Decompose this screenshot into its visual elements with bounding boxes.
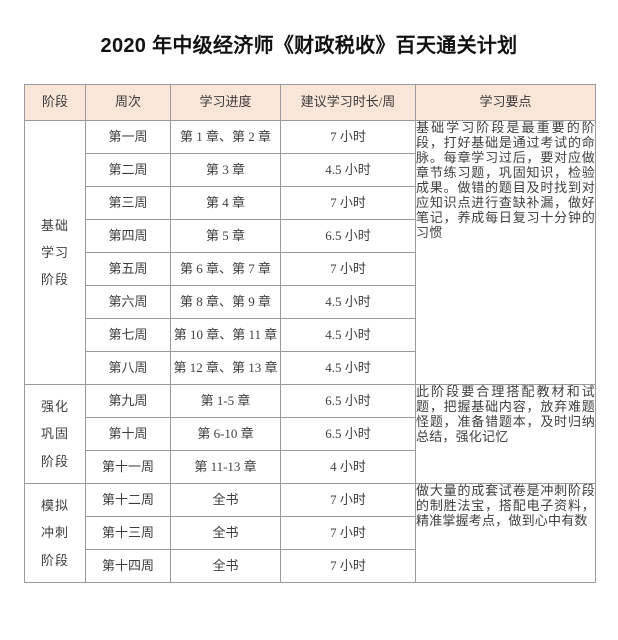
page-title: 2020 年中级经济师《财政税收》百天通关计划 [100, 35, 518, 58]
progress-cell: 第 3 章 [170, 153, 281, 187]
progress-cell: 第 4 章 [170, 186, 281, 220]
week-cell: 第三周 [85, 186, 171, 220]
stage-label-line: 巩固 [40, 426, 69, 442]
week-cell: 第六周 [85, 285, 171, 319]
week-cell: 第十二周 [85, 483, 171, 517]
week-cell: 第五周 [85, 252, 171, 286]
hours-cell: 4.5 小时 [280, 318, 416, 352]
stage-label-line: 学习 [40, 244, 69, 260]
progress-cell: 第 10 章、第 11 章 [170, 318, 281, 352]
column-header-stage: 阶段 [24, 84, 86, 121]
points-text: 此阶段要合理搭配教材和试题，把握基础内容，放弃难题怪题，准备错题本，及时归纳总结… [416, 384, 595, 444]
hours-cell: 7 小时 [280, 120, 416, 154]
table-row: 第五周 第 6 章、第 7 章 7 小时 [25, 252, 596, 286]
hours-cell: 7 小时 [280, 483, 416, 517]
progress-cell: 全书 [170, 516, 281, 550]
hours-cell: 6.5 小时 [280, 219, 416, 253]
week-cell: 第十一周 [85, 450, 171, 484]
week-cell: 第十周 [85, 417, 171, 451]
table-row: 强化 巩固 阶段 第九周 第 1-5 章 6.5 小时 此阶段要合理搭配教材和试… [24, 384, 596, 484]
hours-cell: 7 小时 [280, 516, 416, 550]
table-row: 第七周 第 10 章、第 11 章 4.5 小时 [25, 318, 596, 352]
column-header-hours: 建议学习时长/周 [280, 84, 416, 121]
table-body: 基础 学习 阶段 第一周 第 1 章、第 2 章 7 小时 基础学习阶段是最重要… [24, 120, 596, 583]
progress-cell: 第 5 章 [170, 219, 281, 253]
hours-cell: 7 小时 [280, 252, 416, 286]
table-row: 第十四周 全书 7 小时 [25, 549, 596, 583]
week-cell: 第一周 [85, 120, 171, 154]
column-header-week: 周次 [85, 84, 171, 121]
stage-cell-phase-1: 基础 学习 阶段 [24, 120, 86, 385]
table-row: 第六周 第 8 章、第 9 章 4.5 小时 [25, 285, 596, 319]
week-cell: 第二周 [85, 153, 171, 187]
table-row: 第四周 第 5 章 6.5 小时 [25, 219, 596, 253]
table-row: 第八周 第 12 章、第 13 章 4.5 小时 [25, 351, 596, 385]
stage-cell-phase-3: 模拟 冲刺 阶段 [24, 483, 86, 583]
hours-cell: 7 小时 [280, 549, 416, 583]
stage-label-line: 模拟 [40, 498, 69, 514]
progress-cell: 第 12 章、第 13 章 [170, 351, 281, 385]
progress-cell: 第 1 章、第 2 章 [170, 120, 281, 154]
points-text: 做大量的成套试卷是冲刺阶段的制胜法宝，搭配电子资料，精准掌握考点，做到心中有数 [416, 483, 595, 528]
progress-cell: 第 6 章、第 7 章 [170, 252, 281, 286]
progress-cell: 第 11-13 章 [170, 450, 281, 484]
hours-cell: 6.5 小时 [280, 417, 416, 451]
hours-cell: 6.5 小时 [280, 384, 416, 418]
hours-cell: 4.5 小时 [280, 153, 416, 187]
column-header-progress: 学习进度 [170, 84, 281, 121]
progress-cell: 全书 [170, 549, 281, 583]
points-cell-phase-2: 此阶段要合理搭配教材和试题，把握基础内容，放弃难题怪题，准备错题本，及时归纳总结… [415, 384, 596, 484]
week-cell: 第九周 [85, 384, 171, 418]
table-row: 基础 学习 阶段 第一周 第 1 章、第 2 章 7 小时 基础学习阶段是最重要… [24, 120, 596, 385]
week-cell: 第四周 [85, 219, 171, 253]
stage-label-line: 阶段 [40, 272, 69, 288]
progress-cell: 全书 [170, 483, 281, 517]
stage-label-line: 强化 [40, 399, 69, 415]
hours-cell: 4.5 小时 [280, 351, 416, 385]
week-cell: 第七周 [85, 318, 171, 352]
points-cell-phase-1: 基础学习阶段是最重要的阶段，打好基础是通过考试的命脉。每章学习过后，要对应做章节… [415, 120, 596, 385]
table-header-row: 阶段 周次 学习进度 建议学习时长/周 学习要点 [24, 84, 596, 121]
stage-label-line: 阶段 [40, 552, 69, 568]
progress-cell: 第 6-10 章 [170, 417, 281, 451]
stage-label-line: 冲刺 [40, 525, 69, 541]
points-cell-phase-3: 做大量的成套试卷是冲刺阶段的制胜法宝，搭配电子资料，精准掌握考点，做到心中有数 [415, 483, 596, 583]
study-plan-table: 阶段 周次 学习进度 建议学习时长/周 学习要点 基础 学习 阶段 第一周 第 … [24, 84, 596, 583]
column-header-points: 学习要点 [415, 84, 596, 121]
table-row: 模拟 冲刺 阶段 第十二周 全书 7 小时 做大量的成套试卷是冲刺阶段的制胜法宝… [24, 483, 596, 583]
week-cell: 第八周 [85, 351, 171, 385]
stage-cell-phase-2: 强化 巩固 阶段 [24, 384, 86, 484]
week-cell: 第十四周 [85, 549, 171, 583]
hours-cell: 4.5 小时 [280, 285, 416, 319]
week-cell: 第十三周 [85, 516, 171, 550]
progress-cell: 第 8 章、第 9 章 [170, 285, 281, 319]
stage-label-line: 阶段 [40, 453, 69, 469]
hours-cell: 7 小时 [280, 186, 416, 220]
table-header: 阶段 周次 学习进度 建议学习时长/周 学习要点 [24, 84, 596, 121]
hours-cell: 4 小时 [280, 450, 416, 484]
stage-label-line: 基础 [40, 217, 69, 233]
progress-cell: 第 1-5 章 [170, 384, 281, 418]
points-text: 基础学习阶段是最重要的阶段，打好基础是通过考试的命脉。每章学习过后，要对应做章节… [416, 120, 595, 240]
